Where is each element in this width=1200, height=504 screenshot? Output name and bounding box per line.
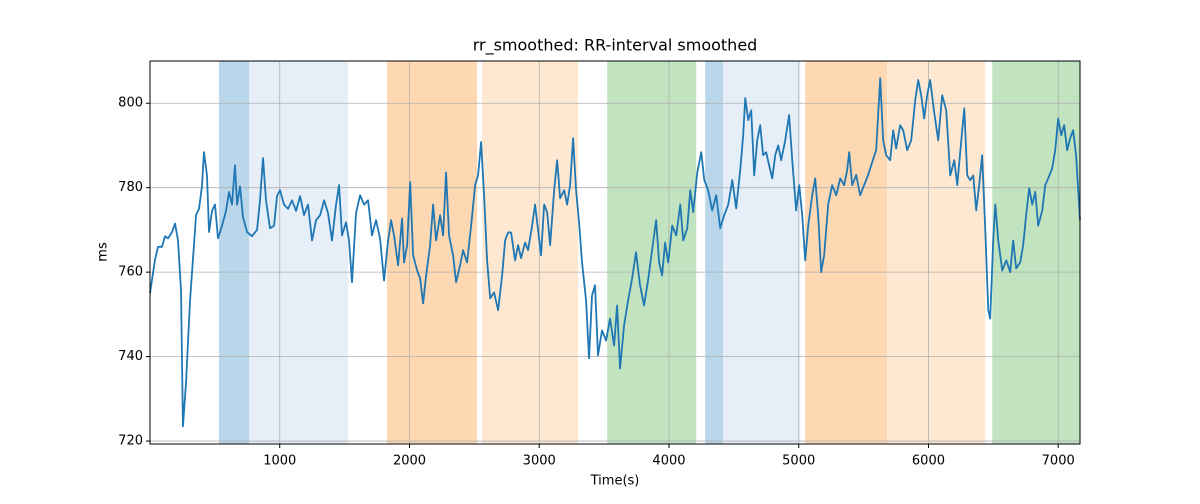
lines <box>149 77 1081 428</box>
span <box>219 61 249 444</box>
span <box>248 61 349 444</box>
x-tick-label: 1000 <box>263 454 296 469</box>
plot-frame <box>149 60 1081 445</box>
x-tick-label: 7000 <box>1042 454 1075 469</box>
x-tick-label: 2000 <box>393 454 426 469</box>
span <box>705 61 724 444</box>
y-axis-label: ms <box>96 242 111 262</box>
ticks: 1000 2000 3000 4000 5000 6000 7000 720 740 760 780… <box>118 96 1075 469</box>
y-tick-label: 740 <box>118 349 143 364</box>
y-tick-label: 720 <box>118 434 143 449</box>
x-tick-label: 6000 <box>912 454 945 469</box>
span <box>805 61 888 444</box>
y-tick-label: 760 <box>118 265 143 280</box>
x-tick-label: 4000 <box>652 454 685 469</box>
y-tick-label: 800 <box>118 96 143 111</box>
x-tick-label: 3000 <box>523 454 556 469</box>
data-line <box>149 77 1081 428</box>
spans <box>219 61 1080 444</box>
span <box>482 61 579 444</box>
x-axis-label: Time(s) <box>590 474 640 489</box>
x-tick-label: 5000 <box>782 454 815 469</box>
chart-title: rr_smoothed: RR-interval smoothed <box>473 36 758 56</box>
span <box>887 61 986 444</box>
y-tick-label: 780 <box>118 180 143 195</box>
span <box>992 61 1080 444</box>
